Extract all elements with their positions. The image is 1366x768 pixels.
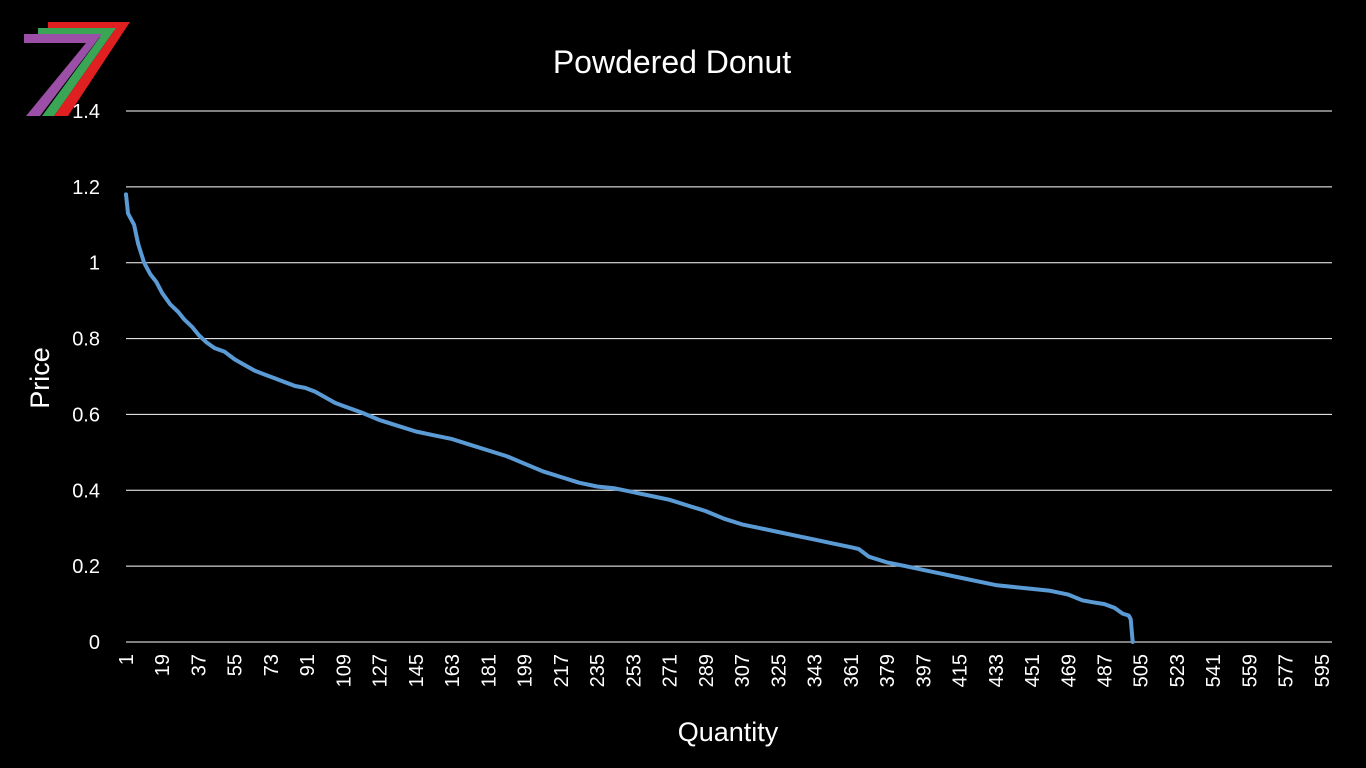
- x-tick-label: 55: [225, 654, 247, 676]
- x-tick-label: 271: [660, 654, 682, 687]
- y-tick-label: 0.8: [72, 329, 100, 351]
- x-tick-label: 451: [1022, 654, 1044, 687]
- x-tick-label: 577: [1276, 654, 1298, 687]
- x-tick-label: 19: [152, 654, 174, 676]
- x-tick-label: 487: [1094, 654, 1116, 687]
- gridlines: [126, 110, 1332, 643]
- x-tick-label: 379: [877, 654, 899, 687]
- x-tick-label: 199: [515, 654, 537, 687]
- x-tick-label: 289: [696, 654, 718, 687]
- x-tick-label: 181: [478, 654, 500, 687]
- x-tick-label: 109: [333, 654, 355, 687]
- x-tick-label: 361: [841, 654, 863, 687]
- x-tick-label: 253: [623, 654, 645, 687]
- x-tick-label: 163: [442, 654, 464, 687]
- x-tick-label: 469: [1058, 654, 1080, 687]
- y-tick-label: 1.2: [72, 177, 100, 199]
- y-tick-label: 0.4: [72, 480, 100, 502]
- logo-stripe-purple: [24, 34, 102, 116]
- y-tick-label: 1: [89, 253, 100, 275]
- y-tick-label: 1.4: [72, 101, 100, 123]
- logo-stripe-red: [48, 22, 130, 116]
- x-tick-label: 91: [297, 654, 319, 676]
- x-tick-label: 73: [261, 654, 283, 676]
- x-tick-label: 397: [913, 654, 935, 687]
- x-axis-ticks: 1 19 37 55 73 91 109 127 145 163 181 199 217 235 253 27…: [116, 654, 1334, 687]
- x-tick-label: 559: [1239, 654, 1261, 687]
- x-tick-label: 541: [1203, 654, 1225, 687]
- y-axis-title: Price: [25, 347, 55, 409]
- x-tick-label: 307: [732, 654, 754, 687]
- x-tick-label: 415: [950, 654, 972, 687]
- x-tick-label: 37: [188, 654, 210, 676]
- chart-title: Powdered Donut: [553, 44, 791, 80]
- x-tick-label: 343: [805, 654, 827, 687]
- x-tick-label: 127: [370, 654, 392, 687]
- y-tick-label: 0.2: [72, 556, 100, 578]
- y-tick-label: 0.6: [72, 404, 100, 426]
- x-tick-label: 433: [986, 654, 1008, 687]
- x-tick-label: 235: [587, 654, 609, 687]
- x-axis-title: Quantity: [678, 717, 779, 747]
- x-tick-label: 145: [406, 654, 428, 687]
- x-tick-label: 217: [551, 654, 573, 687]
- x-tick-label: 595: [1312, 654, 1334, 687]
- y-axis-ticks: 0 0.2 0.4 0.6 0.8 1 1.2 1.4: [72, 101, 100, 654]
- series-line-price: [124, 192, 1135, 644]
- x-tick-label: 505: [1131, 654, 1153, 687]
- seven-stripes-logo-icon: [24, 22, 130, 116]
- logo-stripe-green: [38, 28, 116, 116]
- x-tick-label: 325: [768, 654, 790, 687]
- x-tick-label: 523: [1167, 654, 1189, 687]
- y-tick-label: 0: [89, 632, 100, 654]
- x-tick-label: 1: [116, 654, 138, 665]
